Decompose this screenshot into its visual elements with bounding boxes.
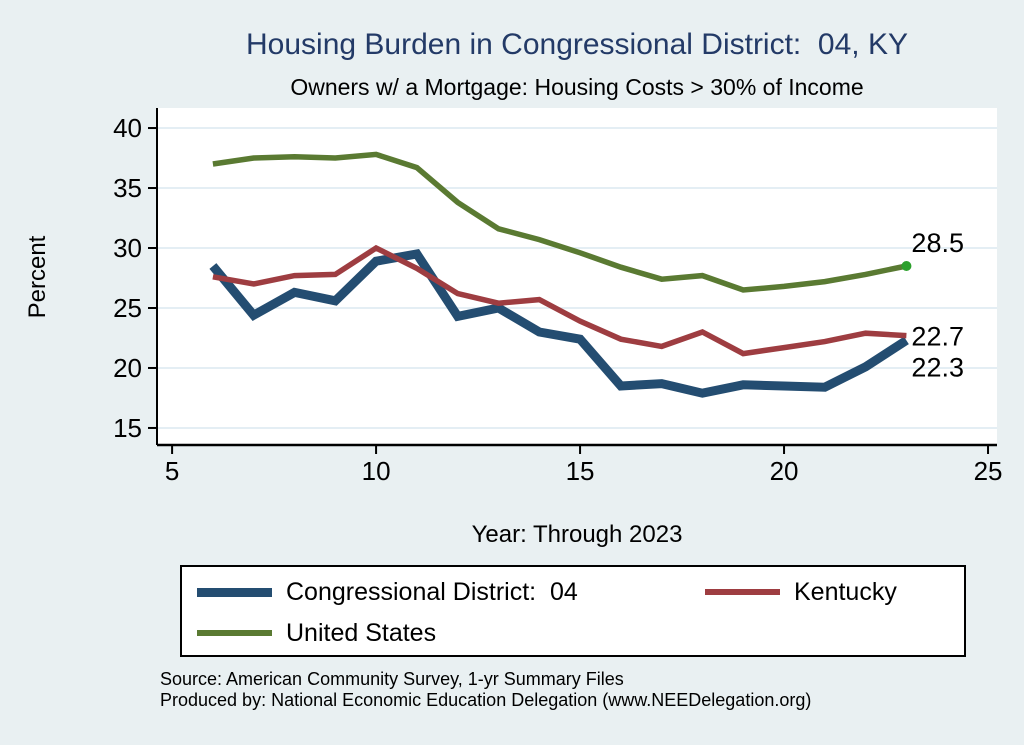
series-line-kentucky <box>212 244 907 357</box>
source-note: Source: American Community Survey, 1-yr … <box>160 669 811 711</box>
x-tick-label-20: 20 <box>770 456 799 486</box>
y-axis-title: Percent <box>24 235 51 319</box>
legend-box: Congressional District: 04 Kentucky Unit… <box>180 565 966 657</box>
x-tick-label-15: 15 <box>566 456 595 486</box>
y-tick-label-30: 30 <box>113 233 142 263</box>
y-tick-label-25: 25 <box>113 293 142 323</box>
legend-swatch-kentucky <box>705 589 780 595</box>
y-tick-label-15: 15 <box>113 413 142 443</box>
legend-swatch-congressional-district <box>197 587 272 597</box>
legend-label-kentucky: Kentucky <box>794 577 897 606</box>
y-tick-label-40: 40 <box>113 113 142 143</box>
end-label-28-5: 28.5 <box>911 228 964 258</box>
legend-label-congressional-district: Congressional District: 04 <box>286 577 578 606</box>
x-tick-label-5: 5 <box>165 456 179 486</box>
legend-entry-congressional-district: Congressional District: 04 <box>197 578 578 606</box>
x-tick-label-25: 25 <box>974 456 1003 486</box>
x-tick-label-10: 10 <box>362 456 391 486</box>
legend-entry-kentucky: Kentucky <box>705 578 897 606</box>
plot-svg: 15 20 25 30 35 40 5 10 15 20 25 28.5 22.722.3 <box>113 108 1002 486</box>
plot-area: 15 20 25 30 35 40 5 10 15 20 25 28.5 22.7 22.3 <box>113 108 1002 486</box>
chart-subtitle: Owners w/ a Mortgage: Housing Costs > 30… <box>290 74 864 100</box>
end-label-22-3: 22.3 <box>911 352 964 382</box>
y-tick-label-35: 35 <box>113 173 142 203</box>
series-end-dot-united-states <box>901 261 912 272</box>
series-line-congressional-district-04 <box>209 249 909 398</box>
legend-entry-united-states: United States <box>197 619 436 647</box>
x-axis-title: Year: Through 2023 <box>471 521 683 548</box>
y-tick-label-20: 20 <box>113 353 142 383</box>
legend-swatch-united-states <box>197 630 272 636</box>
source-line: Source: American Community Survey, 1-yr … <box>160 669 624 689</box>
legend-label-united-states: United States <box>286 618 437 647</box>
chart-title: Housing Burden in Congressional District… <box>246 28 908 61</box>
end-label-22-7: 22.7 <box>911 322 964 352</box>
produced-by-line: Produced by: National Economic Education… <box>160 690 812 710</box>
series-line-united-states <box>212 151 907 293</box>
